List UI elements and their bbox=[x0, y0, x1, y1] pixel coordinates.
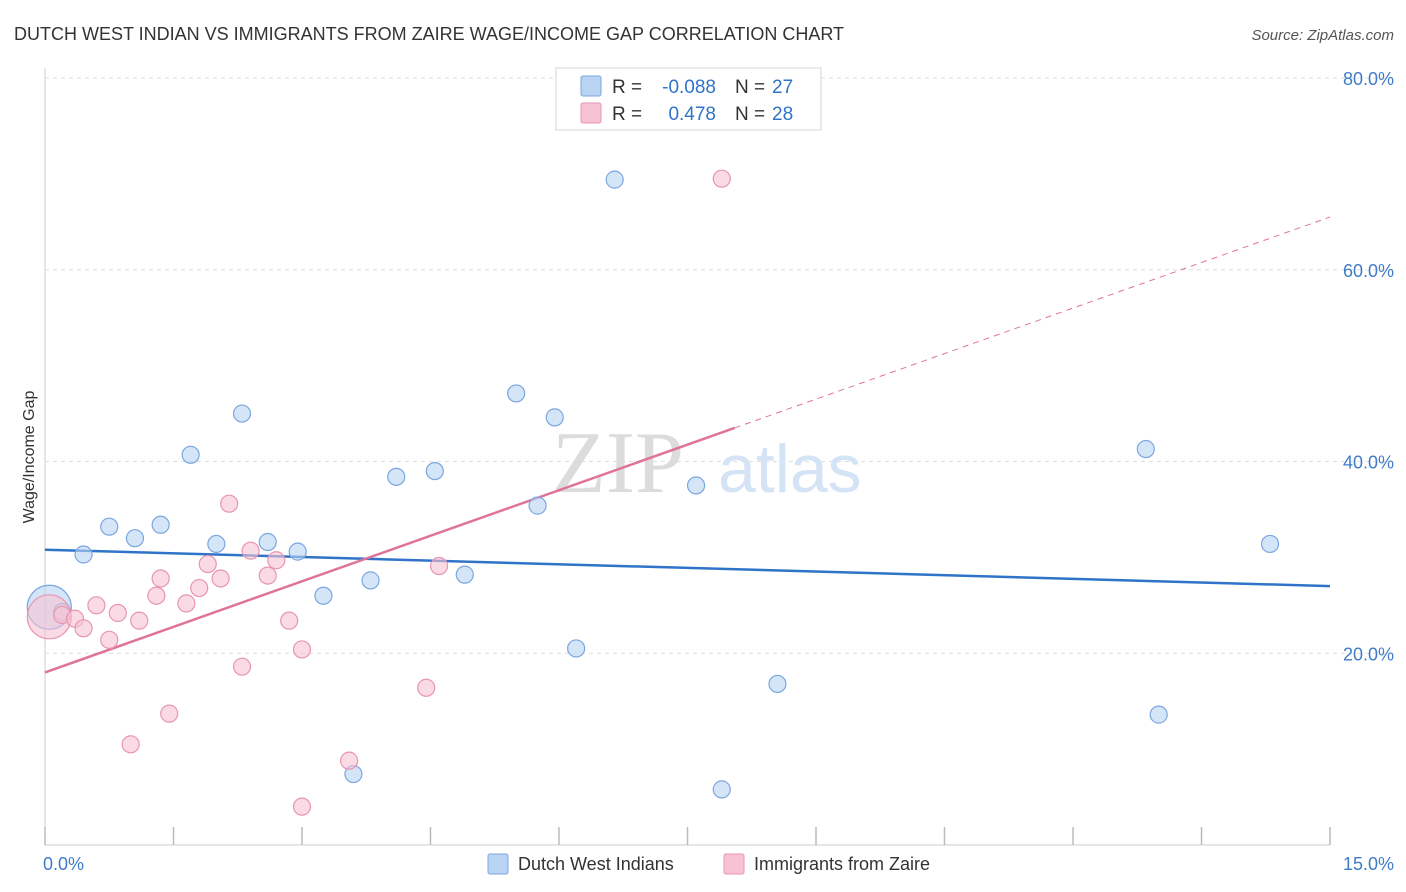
data-point-blue bbox=[100, 517, 119, 536]
data-point-pink bbox=[220, 494, 239, 513]
data-point-pink bbox=[292, 640, 312, 659]
data-point-pink bbox=[160, 704, 179, 723]
tick-labels: 20.0% 40.0% 60.0% 80.0% 0.0% 15.0% bbox=[43, 69, 1394, 874]
data-point-blue bbox=[181, 445, 200, 464]
data-point-pink bbox=[130, 611, 149, 630]
y-axis-title: Wage/Income Gap bbox=[21, 391, 38, 524]
y-tick-label: 60.0% bbox=[1343, 261, 1394, 281]
data-point-blue bbox=[567, 639, 586, 658]
data-point-blue bbox=[768, 674, 787, 694]
data-point-blue bbox=[528, 496, 547, 515]
trend-line-immigrants-from-zaire bbox=[44, 426, 736, 674]
legend-n-value-blue: 27 bbox=[772, 77, 793, 98]
watermark-atlas: atlas bbox=[718, 431, 862, 507]
data-point-pink bbox=[267, 551, 286, 570]
data-point-blue bbox=[258, 532, 277, 552]
data-point-blue bbox=[712, 780, 731, 799]
data-point-pink bbox=[292, 797, 312, 816]
data-point-pink bbox=[74, 619, 93, 638]
watermark-zip: ZIP bbox=[552, 415, 684, 512]
data-point-pink bbox=[87, 596, 106, 615]
data-point-pink bbox=[340, 751, 359, 770]
data-point-blue bbox=[207, 534, 226, 554]
data-point-pink bbox=[121, 735, 140, 754]
series-legend-swatch-pink bbox=[723, 853, 745, 875]
chart-source: Source: ZipAtlas.com bbox=[1251, 27, 1394, 44]
data-points bbox=[26, 169, 1280, 816]
data-point-pink bbox=[147, 586, 166, 605]
data-point-pink bbox=[712, 169, 731, 188]
data-point-blue bbox=[288, 542, 307, 561]
trend-line-extension-immigrants-from-zaire bbox=[734, 216, 1331, 429]
data-point-pink bbox=[417, 678, 436, 697]
data-point-pink bbox=[151, 569, 170, 588]
series-legend-label-pink: Immigrants from Zaire bbox=[754, 854, 930, 874]
correlation-legend: R = -0.088 N = 27 R = 0.478 N = 28 bbox=[555, 67, 822, 131]
data-point-blue bbox=[545, 408, 564, 427]
legend-swatch-blue bbox=[580, 75, 602, 97]
data-point-blue bbox=[507, 384, 526, 403]
legend-swatch-pink bbox=[580, 102, 602, 124]
data-point-blue bbox=[686, 476, 706, 495]
data-point-pink bbox=[258, 566, 277, 585]
legend-n-label-blue: N = bbox=[735, 77, 765, 98]
legend-r-value-blue: -0.088 bbox=[662, 77, 716, 98]
data-point-pink bbox=[198, 554, 217, 574]
data-point-blue bbox=[232, 404, 252, 423]
y-tick-label: 40.0% bbox=[1343, 453, 1394, 473]
data-point-blue bbox=[387, 467, 406, 486]
data-point-blue bbox=[361, 571, 380, 590]
data-point-blue bbox=[1136, 439, 1155, 459]
data-point-pink bbox=[211, 569, 230, 588]
gridlines bbox=[45, 77, 1394, 654]
data-point-pink bbox=[429, 556, 449, 576]
data-point-blue bbox=[125, 529, 145, 548]
series-legend: Dutch West Indians Immigrants from Zaire bbox=[487, 853, 930, 875]
data-point-blue bbox=[151, 515, 170, 534]
legend-r-label-pink: R = bbox=[612, 104, 642, 125]
data-point-pink bbox=[108, 603, 127, 623]
data-point-pink bbox=[177, 594, 196, 613]
data-point-blue bbox=[74, 545, 93, 564]
data-point-pink bbox=[232, 657, 252, 676]
data-point-blue bbox=[455, 565, 474, 584]
trend-lines bbox=[44, 216, 1331, 674]
data-point-pink bbox=[241, 541, 260, 560]
data-point-blue bbox=[605, 170, 624, 189]
legend-n-label-pink: N = bbox=[735, 104, 765, 125]
x-tick-label: 15.0% bbox=[1343, 854, 1394, 874]
trend-line-dutch-west-indians bbox=[44, 548, 1331, 588]
data-point-blue bbox=[1149, 705, 1168, 724]
chart-title: DUTCH WEST INDIAN VS IMMIGRANTS FROM ZAI… bbox=[14, 24, 844, 44]
x-tick-label: 0.0% bbox=[43, 854, 84, 874]
watermark: ZIP atlas bbox=[552, 415, 862, 512]
series-legend-label-blue: Dutch West Indians bbox=[518, 854, 674, 874]
data-point-pink bbox=[190, 578, 209, 598]
legend-n-value-pink: 28 bbox=[772, 104, 793, 125]
data-point-blue bbox=[425, 461, 444, 481]
data-point-blue bbox=[314, 586, 333, 605]
legend-r-label-blue: R = bbox=[612, 77, 642, 98]
data-point-blue bbox=[1260, 534, 1280, 554]
y-tick-label: 20.0% bbox=[1343, 644, 1394, 664]
data-point-pink bbox=[100, 630, 119, 649]
axes bbox=[44, 68, 1331, 846]
series-legend-swatch-blue bbox=[487, 853, 509, 875]
data-point-pink bbox=[280, 611, 299, 630]
y-tick-label: 80.0% bbox=[1343, 69, 1394, 89]
legend-r-value-pink: 0.478 bbox=[668, 104, 716, 125]
